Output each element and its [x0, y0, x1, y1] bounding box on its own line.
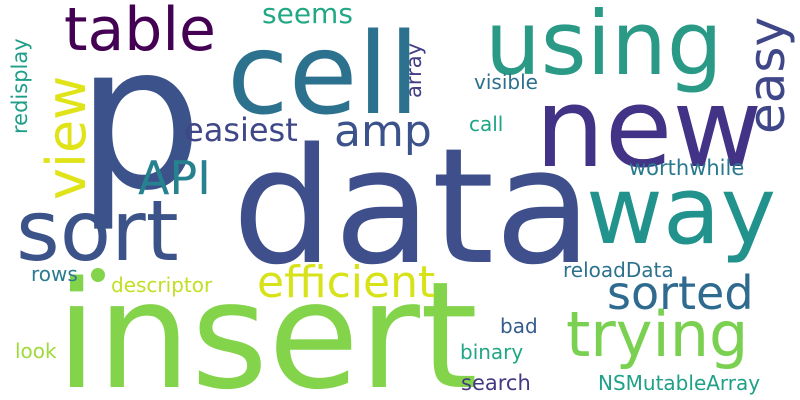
word-visible: visible	[474, 70, 538, 94]
word-insert: insert	[56, 250, 478, 400]
word-seems: seems	[262, 0, 353, 30]
word-way: way	[586, 157, 777, 266]
word-descriptor: descriptor	[111, 273, 213, 297]
word-cell: cell	[227, 10, 420, 140]
word-reloadData: reloadData	[563, 258, 674, 282]
word-array: array	[402, 42, 426, 98]
word-easiest: easiest	[184, 111, 298, 149]
word-amp: amp	[334, 106, 432, 157]
word-bad: bad	[500, 314, 538, 338]
word-worthwhile: worthwhile	[629, 156, 745, 180]
word-data: data	[232, 113, 593, 300]
green-dot	[91, 268, 105, 282]
word-look: look	[15, 339, 57, 363]
word-rows: rows	[31, 262, 78, 286]
word-binary: binary	[460, 340, 524, 364]
word-easy: easy	[738, 16, 796, 134]
word-table: table	[64, 0, 216, 65]
word-using: using	[485, 0, 723, 95]
word-search: search	[461, 371, 531, 395]
word-redisplay: redisplay	[8, 38, 32, 134]
word-API: API	[138, 151, 211, 205]
word-call: call	[469, 112, 504, 136]
word-sort: sort	[16, 182, 179, 280]
word-trying: trying	[566, 298, 749, 371]
word-efficient: efficient	[257, 257, 436, 308]
word-sorted: sorted	[607, 266, 754, 320]
word-p: p	[76, 2, 203, 235]
word-view: view	[35, 75, 98, 200]
word-new: new	[535, 64, 763, 192]
word-NSMutableArray: NSMutableArray	[598, 371, 761, 395]
